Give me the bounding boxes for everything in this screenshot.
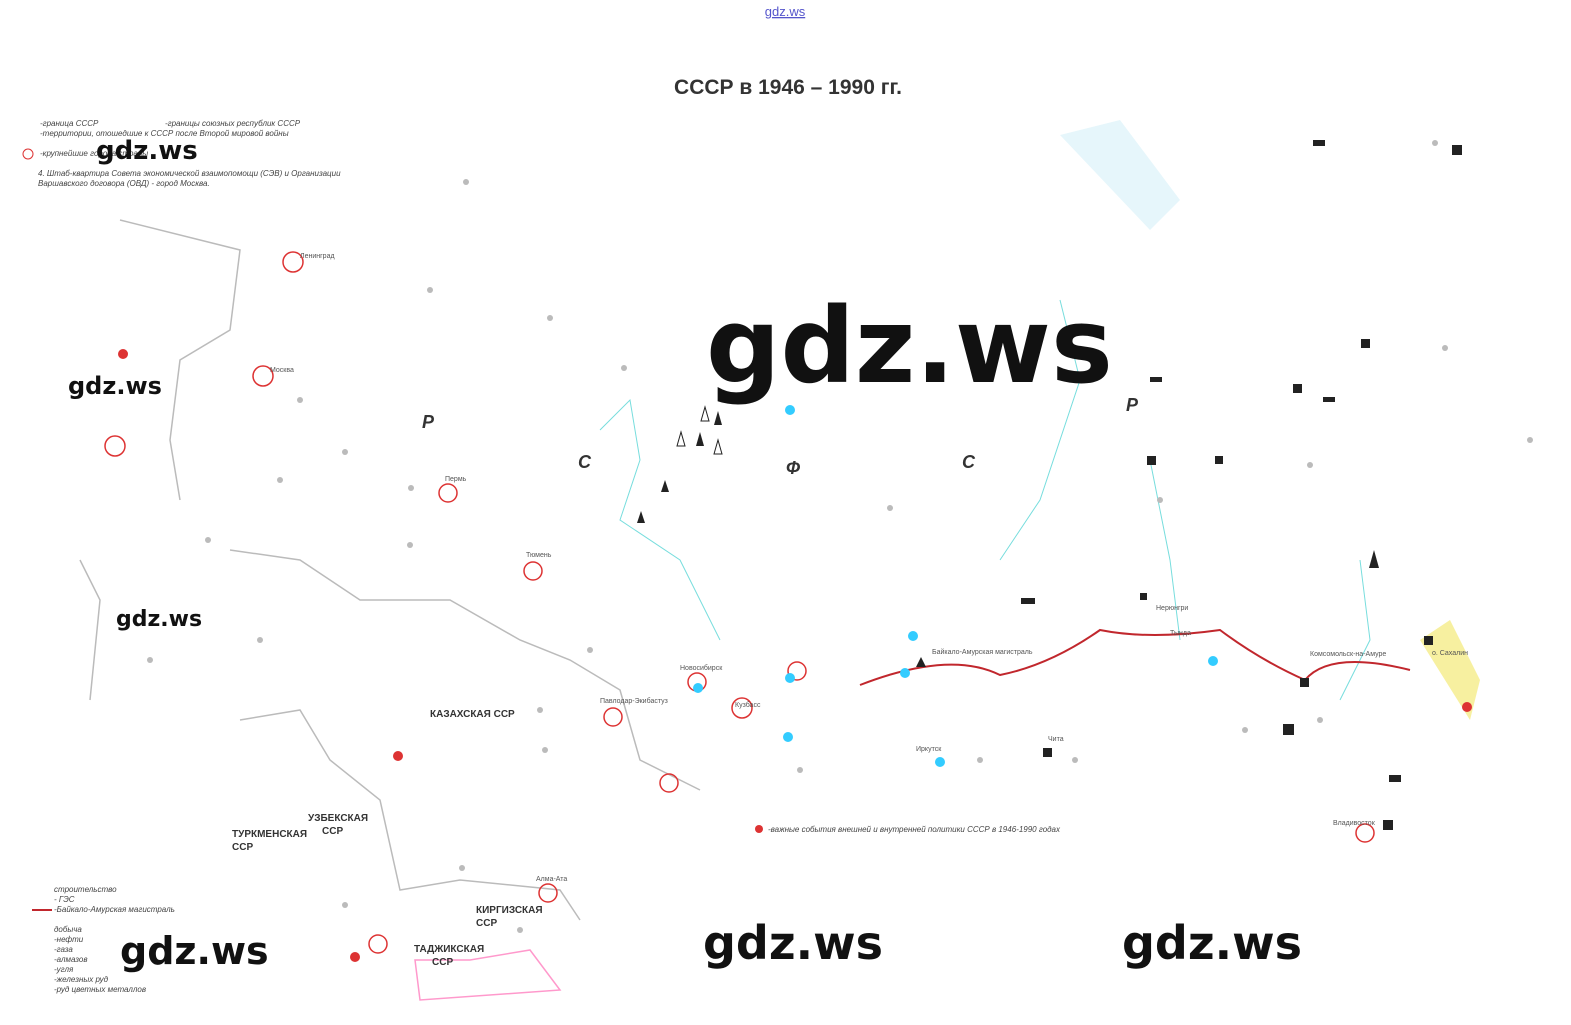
city-label: Иркутск [916, 746, 942, 753]
city-label: Новосибирск [680, 664, 723, 672]
watermark: gdz.ws [116, 607, 202, 632]
legend-text: -алмазов [54, 955, 88, 964]
map-title: СССР в 1946 – 1990 гг. [674, 76, 902, 99]
watermark: gdz.ws [706, 285, 1113, 407]
region-label: ССР [322, 826, 343, 837]
region-label: ССР [432, 957, 453, 968]
region-label: КАЗАХСКАЯ ССР [430, 709, 515, 720]
city-label: Алма-Ата [536, 876, 567, 883]
city-label: Павлодар-Экибастуз [600, 697, 668, 705]
region-label: КИРГИЗСКАЯ [476, 905, 543, 916]
bam-line [859, 628, 1411, 686]
legend-text: -нефти [54, 935, 84, 944]
rivers [599, 299, 1371, 701]
watermark: gdz.ws [68, 372, 162, 400]
region-label: ТУРКМЕНСКАЯ [232, 829, 307, 840]
city-label: Байкало-Амурская магистраль [932, 648, 1033, 656]
site-link[interactable]: gdz.ws [765, 4, 806, 19]
watermark: gdz.ws [120, 929, 269, 973]
sakhalin [1420, 620, 1480, 720]
city-label: Кузбасс [735, 701, 761, 709]
event-markers [22, 148, 1472, 962]
events-legend: -важные события внешней и внутренней пол… [768, 825, 1061, 834]
city-label: Тында [1170, 630, 1191, 637]
region-label: ТАДЖИКСКАЯ [414, 944, 484, 955]
city-dots [147, 140, 1533, 933]
legend-text: -железных руд [54, 975, 109, 984]
legend-text: -границы союзных республик СССР [165, 119, 301, 128]
borders [79, 219, 701, 921]
gas-markers [676, 405, 723, 455]
legend-text: -угля [54, 965, 74, 974]
region-labels: Р С Ф С Р КАЗАХСКАЯ ССР УЗБЕКСКАЯ ССР ТУ… [232, 395, 1139, 968]
region-letter: Ф [786, 458, 800, 478]
region-letter: Р [422, 412, 435, 432]
region-label: ССР [232, 842, 253, 853]
coal-markers [1021, 140, 1462, 830]
legend-text: -Байкало-Амурская магистраль [54, 905, 175, 914]
region-label: УЗБЕКСКАЯ [308, 813, 368, 824]
legend-text: -граница СССР [40, 119, 99, 128]
city-labels: Ленинград Москва Пермь Тюмень Новосибирс… [270, 253, 1468, 883]
hydro-markers [693, 405, 1218, 767]
watermark: gdz.ws [703, 916, 883, 970]
city-label: Москва [270, 367, 294, 374]
city-label: Нерюнгри [1156, 605, 1188, 612]
major-cities [104, 251, 1375, 954]
watermark: gdz.ws [1122, 916, 1302, 970]
region-letter: С [962, 452, 976, 472]
legend-bottom: строительство - ГЭС -Байкало-Амурская ма… [32, 885, 175, 994]
oil-markers [637, 411, 1379, 667]
city-label: Комсомольск-на-Амуре [1310, 651, 1386, 658]
city-label: Тюмень [526, 552, 552, 559]
legend-text: -газа [54, 945, 73, 954]
legend-text: -территории, отошедшие к СССР после Втор… [40, 129, 289, 138]
legend-text: -руд цветных металлов [54, 985, 146, 994]
city-label: Чита [1048, 736, 1064, 743]
watermarks: gdz.ws gdz.ws gdz.ws gdz.ws gdz.ws gdz.w… [68, 136, 1302, 973]
sea-area [1060, 120, 1180, 230]
region-letter: Р [1126, 395, 1139, 415]
city-label: Ленинград [300, 253, 335, 260]
city-label: о. Сахалин [1432, 650, 1468, 657]
legend-text: добыча [54, 925, 82, 934]
city-label: Пермь [445, 476, 467, 483]
legend-text: Варшавского договора (ОВД) - город Москв… [38, 179, 210, 188]
legend-text: 4. Штаб-квартира Совета экономической вз… [38, 169, 341, 178]
legend-text: - ГЭС [54, 895, 75, 904]
region-letter: С [578, 452, 592, 472]
legend-top: -граница СССР -границы союзных республик… [38, 119, 341, 188]
border-south [414, 949, 562, 1001]
watermark: gdz.ws [96, 136, 198, 166]
legend-text: строительство [54, 885, 117, 894]
city-label: Владивосток [1333, 820, 1376, 827]
legend-text: -крупнейшие города страны [40, 149, 148, 158]
region-label: ССР [476, 918, 497, 929]
